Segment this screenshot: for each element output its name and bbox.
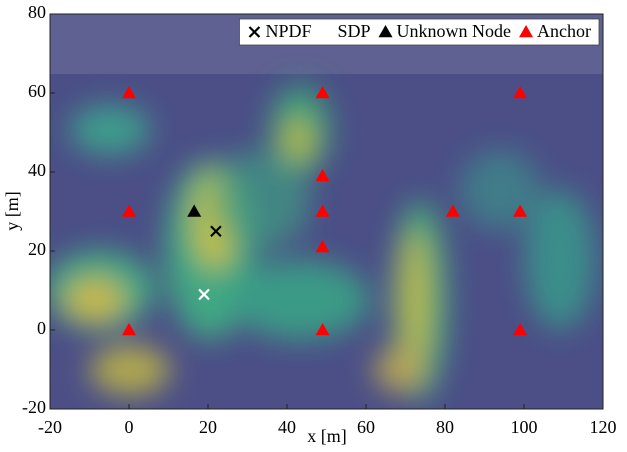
y-tick-label: -20: [22, 397, 46, 417]
legend: NPDF SDP Unknown Node Anchor: [239, 19, 599, 45]
x-tick-label: 20: [199, 417, 217, 437]
y-tick-label: 20: [28, 239, 46, 259]
x-tick-label: 100: [511, 417, 538, 437]
y-tick-label: 80: [28, 2, 46, 22]
x-axis-label: x [m]: [307, 426, 347, 446]
x-tick-label: 60: [357, 417, 375, 437]
x-tick-label: 120: [590, 417, 617, 437]
x-tick-label: 40: [278, 417, 296, 437]
y-tick-label: 40: [28, 160, 46, 180]
y-axis-label: y [m]: [2, 191, 22, 231]
legend-label: SDP: [337, 21, 370, 41]
legend-label: Unknown Node: [397, 21, 512, 41]
chart: x [m] y [m] NPDF SDP Unknown Node Anchor -2…: [0, 0, 627, 452]
x-tick-label: 80: [436, 417, 454, 437]
y-tick-label: 60: [28, 81, 46, 101]
y-tick-label: 0: [37, 318, 46, 338]
x-tick-label: 0: [125, 417, 134, 437]
x-tick-label: -20: [38, 417, 62, 437]
legend-label: Anchor: [537, 21, 591, 41]
legend-label: NPDF: [265, 21, 311, 41]
page: {"chart_data": { "type": "scatter", "x_l…: [0, 0, 627, 452]
